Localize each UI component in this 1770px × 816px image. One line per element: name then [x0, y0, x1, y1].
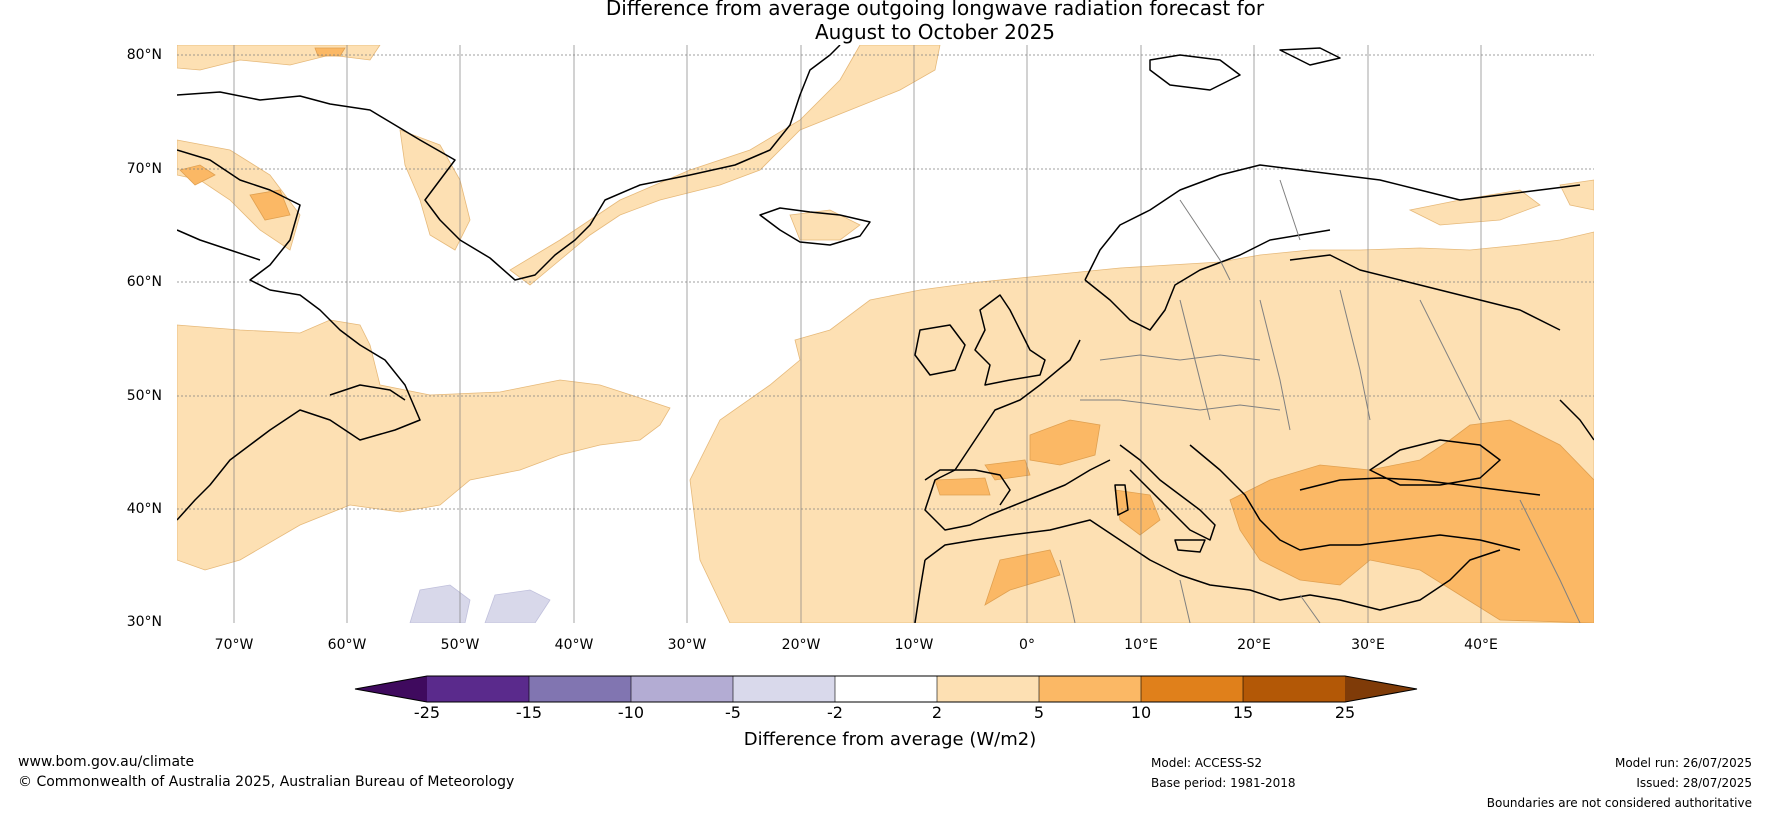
colorbar-tick-minus-2: -2: [827, 703, 843, 722]
colorbar-segment: [937, 676, 1039, 702]
colorbar-segment: [427, 676, 529, 702]
colorbar-segments: [354, 675, 1418, 703]
colorbar-tick-15: 15: [1232, 703, 1254, 722]
colorbar-outline: [354, 675, 1418, 703]
colorbar-extend-low: [355, 676, 427, 702]
lat-label-50n: 50°N: [126, 388, 162, 404]
lon-label-40w: 40°W: [554, 637, 594, 653]
footer-website: www.bom.gov.au/climate: [18, 754, 195, 770]
lon-label-40e: 40°E: [1464, 637, 1498, 653]
colorbar-segment: [733, 676, 835, 702]
iceland-coast: [759, 207, 871, 246]
colorbar-tick-minus-25: -25: [413, 703, 441, 722]
lon-label-20e: 20°E: [1237, 637, 1271, 653]
coastlines: [177, 45, 1594, 623]
colorbar-segment: [835, 676, 937, 702]
britain-coast: [974, 294, 1046, 386]
title-line-2: August to October 2025: [814, 20, 1056, 44]
colorbar-segment: [631, 676, 733, 702]
lon-label-10e: 10°E: [1124, 637, 1158, 653]
lon-label-30w: 30°W: [667, 637, 707, 653]
north-africa-coast: [924, 519, 1501, 611]
greenland-coast: [177, 45, 841, 281]
lon-label-10w: 10°W: [894, 637, 934, 653]
colorbar-segment: [1243, 676, 1345, 702]
colorbar-tick-5: 5: [1033, 703, 1045, 722]
colorbar-tick-2: 2: [931, 703, 943, 722]
europe-coast: [924, 339, 1111, 531]
graticule: [177, 45, 1594, 623]
lon-label-70w: 70°W: [214, 637, 254, 653]
lon-label-50w: 50°W: [440, 637, 480, 653]
country-borders: [1059, 179, 1581, 623]
lon-label-30e: 30°E: [1351, 637, 1385, 653]
footer-model: Model: ACCESS-S2: [1151, 756, 1263, 770]
lon-label-20w: 20°W: [781, 637, 821, 653]
lat-label-60n: 60°N: [126, 274, 162, 290]
footer-issued: Issued: 28/07/2025: [1636, 776, 1752, 790]
colorbar-label: Difference from average (W/m2): [743, 729, 1037, 750]
colorbar-segment: [1039, 676, 1141, 702]
lat-label-40n: 40°N: [126, 501, 162, 517]
lat-label-70n: 70°N: [126, 161, 162, 177]
footer-base-period: Base period: 1981-2018: [1151, 776, 1296, 790]
black-sea-coast: [1369, 439, 1501, 486]
colorbar-segment: [1141, 676, 1243, 702]
colorbar-tick-minus-15: -15: [515, 703, 543, 722]
anomaly-5-to-10-areas: [179, 47, 1594, 623]
caspian-coast: [1559, 399, 1594, 441]
colorbar-tick-minus-10: -10: [617, 703, 645, 722]
italy-coast: [1119, 444, 1216, 541]
ireland-coast: [914, 324, 966, 376]
scandinavia-coast: [1084, 164, 1581, 281]
lat-label-80n: 80°N: [126, 47, 162, 63]
colorbar-segment: [529, 676, 631, 702]
colorbar-tick-25: 25: [1334, 703, 1356, 722]
footer-disclaimer: Boundaries are not considered authoritat…: [1486, 796, 1752, 810]
footer-copyright: © Commonwealth of Australia 2025, Austra…: [18, 774, 515, 790]
lon-label-0: 0°: [1019, 637, 1035, 653]
anomaly-minus-2-to-minus-5-areas: [409, 584, 551, 623]
iberia-coast: [924, 469, 1011, 506]
colorbar-extend-high: [1345, 676, 1417, 702]
colorbar-tick-minus-5: -5: [725, 703, 741, 722]
lon-label-60w: 60°W: [327, 637, 367, 653]
map-title: Difference from average outgoing longwav…: [0, 0, 1770, 44]
footer-model-run: Model run: 26/07/2025: [1614, 756, 1752, 770]
title-line-1: Difference from average outgoing longwav…: [605, 0, 1265, 20]
colorbar-tick-10: 10: [1130, 703, 1152, 722]
canada-coast: [177, 149, 421, 521]
lat-label-30n: 30°N: [126, 614, 162, 630]
